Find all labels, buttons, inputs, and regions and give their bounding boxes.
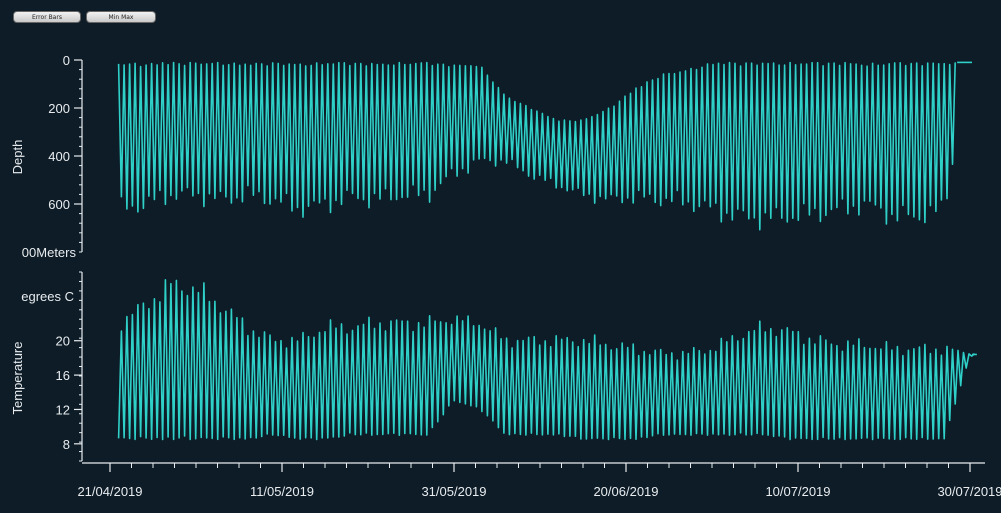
error-bars-button[interactable]: Error Bars bbox=[13, 11, 81, 23]
depth-series-line bbox=[117, 61, 956, 231]
temperature-series-line bbox=[117, 279, 976, 441]
x-tick-label: 20/06/2019 bbox=[593, 484, 658, 499]
min-max-button[interactable]: Min Max bbox=[86, 11, 156, 23]
x-tick-label: 30/07/2019 bbox=[937, 484, 1001, 499]
x-tick-label: 31/05/2019 bbox=[421, 484, 486, 499]
temperature-tick-label: 16 bbox=[56, 368, 70, 383]
depth-tick-label: 600 bbox=[48, 197, 70, 212]
toolbar: Error Bars Min Max bbox=[0, 0, 1001, 30]
temperature-tick-label: 8 bbox=[63, 437, 70, 452]
plot-area: 0 200 400 600 00Meters Depth 8 12 16 20 egrees C Te… bbox=[0, 30, 1001, 513]
depth-tick-label: 400 bbox=[48, 149, 70, 164]
temperature-unit-label: egrees C bbox=[21, 289, 74, 304]
temperature-tick-label: 20 bbox=[56, 334, 70, 349]
x-tick-label: 11/05/2019 bbox=[250, 484, 314, 499]
temperature-axis-title: Temperature bbox=[10, 342, 25, 415]
time-series-chart: 0 200 400 600 00Meters Depth 8 12 16 20 egrees C Te… bbox=[10, 53, 1001, 499]
x-tick-label: 21/04/2019 bbox=[77, 484, 142, 499]
depth-tick-label: 0 bbox=[63, 53, 70, 68]
x-tick-label: 10/07/2019 bbox=[765, 484, 830, 499]
depth-unit-label: 00Meters bbox=[22, 245, 77, 260]
depth-tick-label: 200 bbox=[48, 101, 70, 116]
depth-axis-title: Depth bbox=[10, 140, 25, 175]
temperature-tick-label: 12 bbox=[56, 402, 70, 417]
